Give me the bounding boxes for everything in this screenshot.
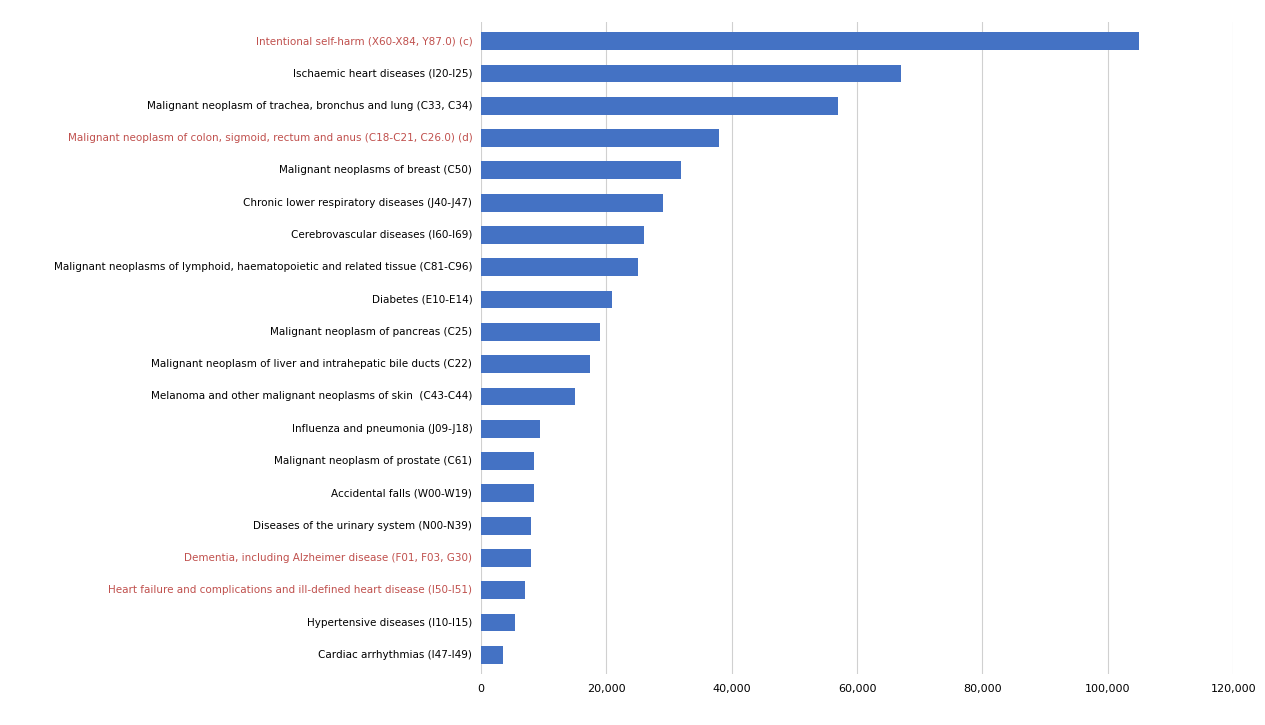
Bar [481, 484, 534, 502]
Text: Ischaemic heart diseases (I20-I25): Ischaemic heart diseases (I20-I25) [293, 68, 472, 78]
Text: Diseases of the urinary system (N00-N39): Diseases of the urinary system (N00-N39) [253, 521, 472, 531]
Text: Dementia, including Alzheimer disease (F01, F03, G30): Dementia, including Alzheimer disease (F… [185, 553, 472, 563]
Text: Malignant neoplasms of lymphoid, haematopoietic and related tissue (C81-C96): Malignant neoplasms of lymphoid, haemato… [54, 262, 472, 273]
Bar [481, 581, 525, 599]
Bar [481, 129, 719, 147]
Bar [481, 65, 901, 83]
Bar [481, 32, 1140, 50]
Bar [481, 194, 663, 212]
Text: Chronic lower respiratory diseases (J40-J47): Chronic lower respiratory diseases (J40-… [243, 198, 472, 207]
Text: Heart failure and complications and ill-defined heart disease (I50-I51): Heart failure and complications and ill-… [109, 585, 472, 595]
Text: Malignant neoplasm of liver and intrahepatic bile ducts (C22): Malignant neoplasm of liver and intrahep… [152, 359, 472, 369]
Bar [481, 323, 600, 341]
Bar [481, 517, 531, 534]
Text: Intentional self-harm (X60-X84, Y87.0) (c): Intentional self-harm (X60-X84, Y87.0) (… [256, 36, 472, 46]
Bar [481, 162, 682, 179]
Bar [481, 613, 515, 631]
Text: Hypertensive diseases (I10-I15): Hypertensive diseases (I10-I15) [307, 618, 472, 628]
Text: Malignant neoplasms of breast (C50): Malignant neoplasms of breast (C50) [280, 165, 472, 175]
Text: Malignant neoplasm of trachea, bronchus and lung (C33, C34): Malignant neoplasm of trachea, bronchus … [147, 101, 472, 111]
Bar [481, 646, 502, 664]
Bar [481, 452, 534, 470]
Bar [481, 97, 839, 115]
Text: Malignant neoplasm of colon, sigmoid, rectum and anus (C18-C21, C26.0) (d): Malignant neoplasm of colon, sigmoid, re… [67, 133, 472, 143]
Text: Accidental falls (W00-W19): Accidental falls (W00-W19) [331, 489, 472, 498]
Text: Diabetes (E10-E14): Diabetes (E10-E14) [372, 294, 472, 304]
Bar [481, 291, 612, 308]
Bar [481, 226, 644, 244]
Text: Cerebrovascular diseases (I60-I69): Cerebrovascular diseases (I60-I69) [291, 230, 472, 240]
Text: Melanoma and other malignant neoplasms of skin  (C43-C44): Melanoma and other malignant neoplasms o… [151, 392, 472, 402]
Bar [481, 420, 540, 438]
Text: Cardiac arrhythmias (I47-I49): Cardiac arrhythmias (I47-I49) [319, 650, 472, 660]
Bar [481, 388, 574, 405]
Text: Malignant neoplasm of prostate (C61): Malignant neoplasm of prostate (C61) [275, 456, 472, 466]
Bar [481, 355, 591, 373]
Bar [481, 549, 531, 567]
Bar [481, 258, 638, 276]
Text: Influenza and pneumonia (J09-J18): Influenza and pneumonia (J09-J18) [292, 423, 472, 434]
Text: Malignant neoplasm of pancreas (C25): Malignant neoplasm of pancreas (C25) [271, 327, 472, 337]
